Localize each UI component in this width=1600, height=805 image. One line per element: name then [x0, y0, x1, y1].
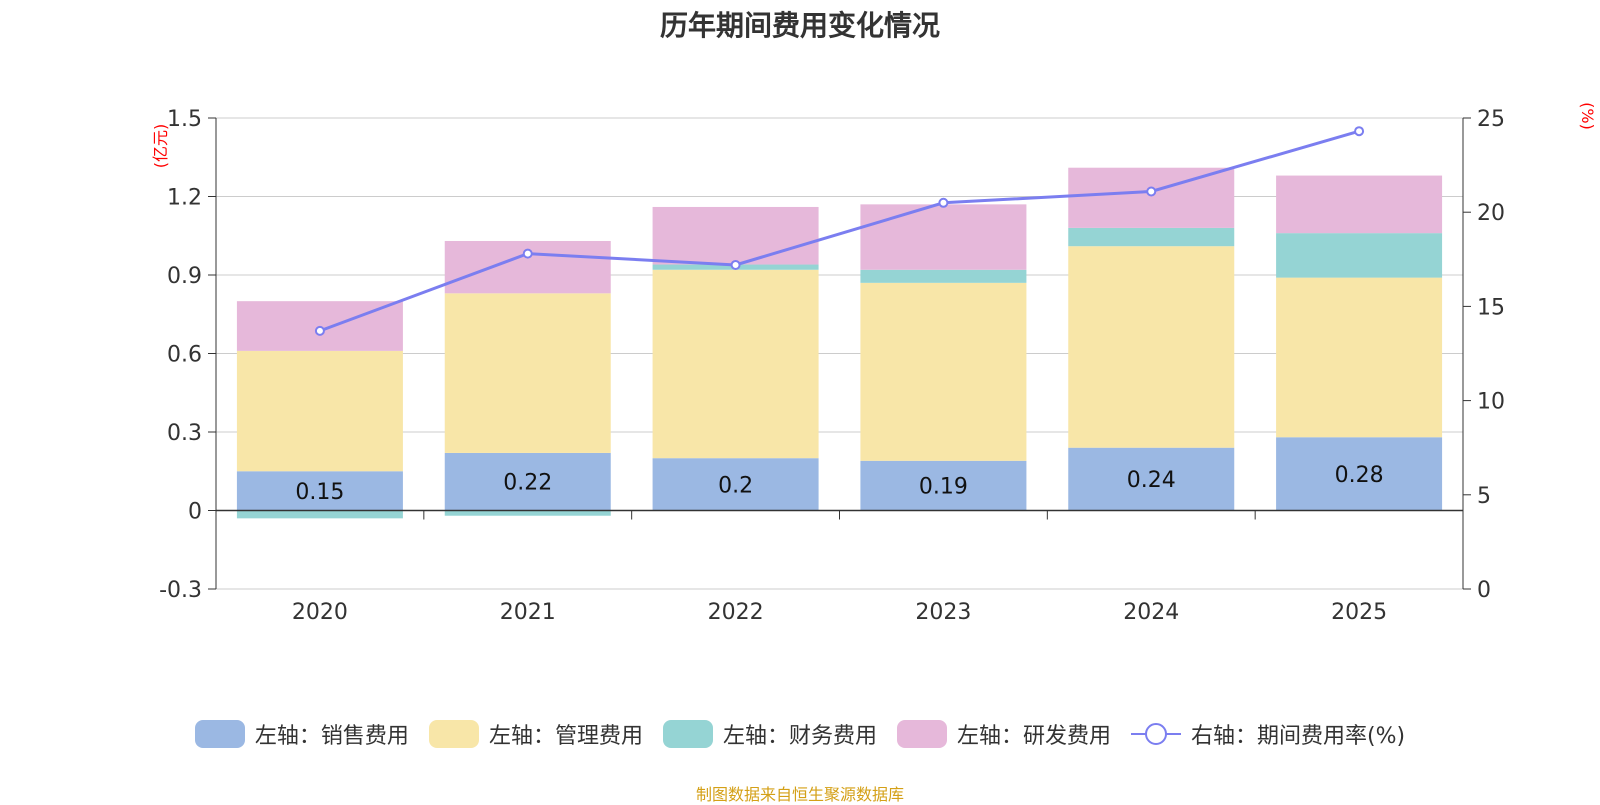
legend-item-expense-rate[interactable]: 右轴：期间费用率(%) — [1130, 718, 1406, 750]
x-axis-tick-label-2024: 2024 — [1123, 600, 1179, 625]
left-axis-tick-label: 1.2 — [167, 186, 202, 211]
right-axis-tick-label: 25 — [1477, 107, 1505, 132]
legend-label-admin: 左轴：管理费用 — [488, 724, 643, 749]
legend-item-sales[interactable]: 左轴：销售费用 — [194, 718, 409, 750]
bar-sales-2024 — [1068, 447, 1235, 511]
legend: 左轴：销售费用 左轴：管理费用 左轴：财务费用 左轴：研发费用 右轴：期间费用率… — [0, 718, 1600, 750]
bar-sales-2023 — [860, 460, 1027, 511]
bar-finance-2025 — [1276, 233, 1443, 278]
x-axis-tick-label-2020: 2020 — [292, 600, 348, 625]
data-label-sales-2025: 0.28 — [1335, 463, 1384, 488]
right-axis-tick-label: 20 — [1477, 201, 1505, 226]
data-labels: 0.15 0.22 0.2 0.19 0.24 0.28 — [295, 463, 1383, 505]
left-axis-tick-label: -0.3 — [159, 578, 202, 603]
x-axis-tick-label-2025: 2025 — [1331, 600, 1387, 625]
data-label-sales-2023: 0.19 — [919, 475, 968, 500]
bar-sales-2025 — [1276, 437, 1443, 511]
legend-item-admin[interactable]: 左轴：管理费用 — [428, 718, 643, 750]
bar-rnd-2024 — [1068, 167, 1235, 228]
legend-label-expense-rate: 右轴：期间费用率(%) — [1190, 724, 1406, 749]
bar-admin-2024 — [1068, 246, 1235, 448]
bar-finance-2023 — [860, 269, 1027, 283]
bar-admin-2020 — [236, 350, 403, 472]
right-axis-unit-label: (%) — [1578, 102, 1597, 130]
expense-rate-point-2023 — [938, 197, 949, 208]
legend-item-rnd[interactable]: 左轴：研发费用 — [896, 718, 1111, 750]
bar-sales-2021 — [444, 452, 611, 511]
expense-rate-point-2021 — [522, 248, 533, 259]
legend-item-finance[interactable]: 左轴：财务费用 — [662, 718, 877, 750]
legend-swatch-admin — [428, 720, 479, 748]
x-axis-tick-label-2023: 2023 — [915, 600, 971, 625]
left-axis-tick-label: 0.9 — [167, 264, 202, 289]
line-series — [314, 126, 1365, 336]
legend-label-finance: 左轴：财务费用 — [722, 724, 877, 749]
expense-rate-point-2024 — [1146, 186, 1157, 197]
left-axis-tick-label: 0.3 — [167, 421, 202, 446]
data-label-sales-2020: 0.15 — [295, 480, 344, 505]
bar-finance-2021 — [444, 510, 611, 516]
right-axis-tick-label: 15 — [1477, 295, 1505, 320]
bar-rnd-2022 — [652, 206, 819, 265]
source-note: 制图数据来自恒生聚源数据库 — [695, 785, 904, 804]
bar-finance-2024 — [1068, 227, 1235, 247]
right-axis-tick-label: 5 — [1477, 484, 1491, 509]
left-axis-tick-label: 0.6 — [167, 343, 202, 368]
bar-sales-2022 — [652, 458, 819, 511]
expense-rate-point-2020 — [314, 325, 325, 336]
expense-rate-point-2025 — [1354, 126, 1365, 137]
legend-swatch-rnd — [896, 720, 947, 748]
legend-swatch-sales — [194, 720, 245, 748]
left-axis-unit-label: (亿元) — [151, 124, 170, 169]
data-label-sales-2021: 0.22 — [503, 471, 552, 496]
left-axis-tick-label: 0 — [188, 500, 202, 525]
bar-admin-2022 — [652, 269, 819, 459]
left-axis-tick-label: 1.5 — [167, 107, 202, 132]
bar-rnd-2025 — [1276, 175, 1443, 234]
bar-admin-2023 — [860, 282, 1027, 461]
expense-rate-point-2022 — [730, 259, 741, 270]
bar-series — [236, 167, 1443, 519]
legend-swatch-finance — [662, 720, 713, 748]
legend-line-marker-icon — [1130, 723, 1181, 745]
bar-rnd-2023 — [860, 204, 1027, 270]
x-axis-tick-label-2022: 2022 — [708, 600, 764, 625]
bar-finance-2020 — [236, 510, 403, 519]
chart-title: 历年期间费用变化情况 — [659, 9, 940, 42]
legend-label-rnd: 左轴：研发费用 — [956, 724, 1111, 749]
expense-rate-line — [319, 129, 1360, 333]
data-label-sales-2022: 0.2 — [718, 473, 753, 498]
right-axis-tick-label: 0 — [1477, 578, 1491, 603]
bar-sales-2020 — [236, 471, 403, 511]
data-label-sales-2024: 0.24 — [1127, 468, 1176, 493]
bar-admin-2025 — [1276, 277, 1443, 438]
bar-admin-2021 — [444, 293, 611, 453]
right-axis-tick-label: 10 — [1477, 390, 1505, 415]
legend-label-sales: 左轴：销售费用 — [254, 724, 409, 749]
x-axis-tick-label-2021: 2021 — [500, 600, 556, 625]
